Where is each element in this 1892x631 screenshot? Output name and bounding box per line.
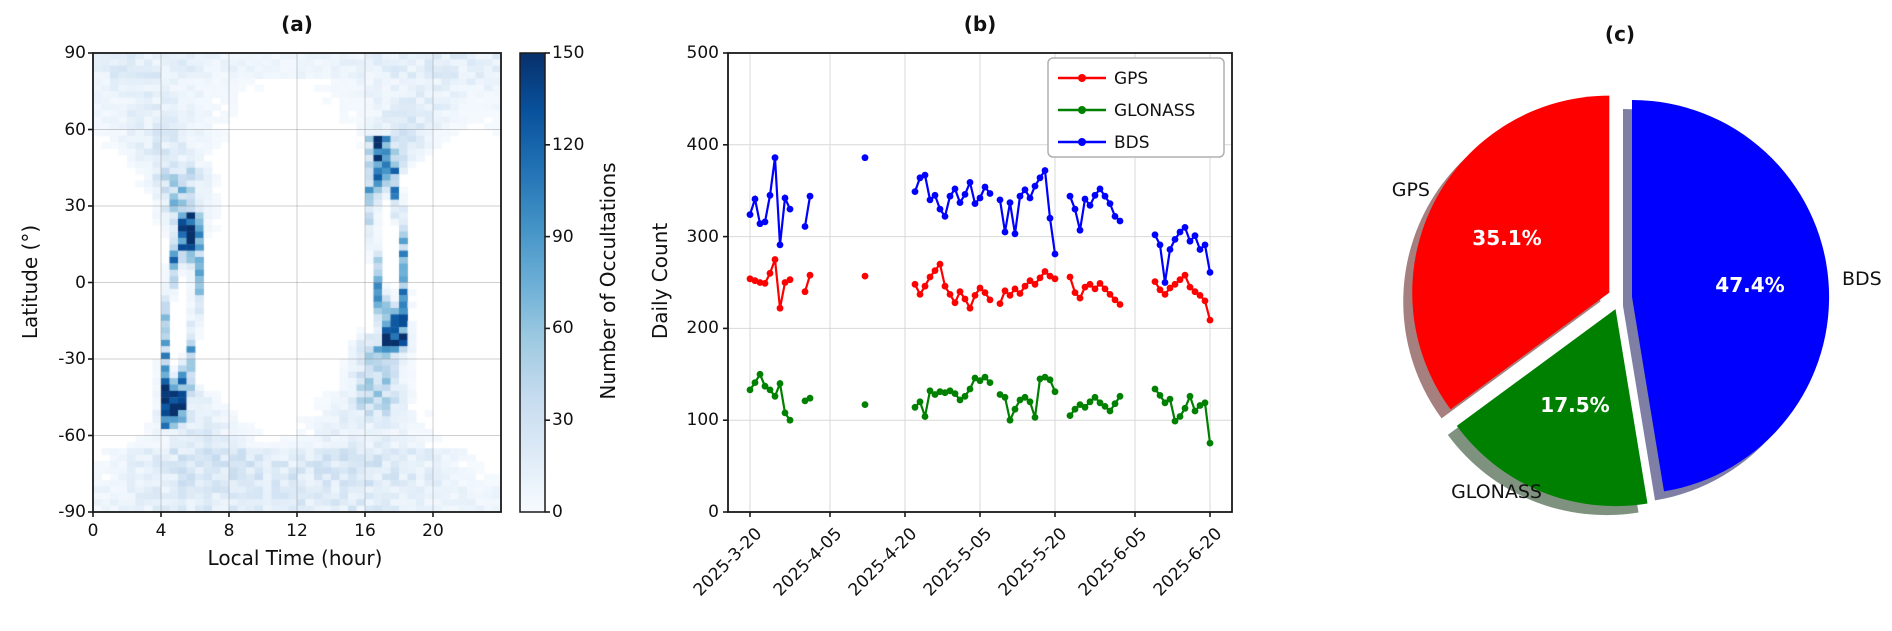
pie-slice-glonass [1456, 309, 1648, 507]
panel-c-title: (c) [1604, 22, 1636, 46]
panel-a-ytick: -30 [58, 349, 86, 369]
legend-item-glonass: GLONASS [1058, 101, 1195, 121]
panel-b-ticks [723, 52, 1211, 517]
panel-b-ytick: 300 [686, 226, 719, 247]
legend-item-gps: GPS [1058, 69, 1148, 89]
colorbar [519, 52, 546, 513]
colorbar-tick: 150 [552, 43, 585, 63]
panel-b-ytick: 400 [686, 134, 719, 155]
legend: GPS GLONASS BDS [1047, 57, 1225, 158]
panel-a-ytick: 60 [64, 119, 86, 140]
colorbar-label: Number of Occultations [596, 162, 620, 400]
panel-a-xtick: 12 [286, 521, 308, 541]
colorbar-tick: 120 [552, 134, 585, 155]
series-bds [746, 154, 1214, 286]
colorbar-tick: 60 [552, 318, 574, 339]
colorbar-tick: 30 [552, 410, 574, 431]
series-gps [746, 256, 1214, 324]
panel-a-xtick: 8 [223, 521, 235, 541]
panel-a-grid [93, 53, 501, 512]
pie-label-glonass: GLONASS [1451, 481, 1542, 503]
svg-text:GPS: GPS [1114, 69, 1148, 89]
panel-b-ytick: 200 [686, 318, 719, 339]
pie-label-bds: BDS [1842, 268, 1882, 290]
panel-a-xtick: 16 [354, 521, 376, 541]
panel-a-xtick: 0 [87, 521, 99, 541]
pie-pct-glonass: 17.5% [1540, 393, 1610, 417]
panel-a-ticks [88, 52, 434, 517]
svg-text:BDS: BDS [1114, 133, 1150, 153]
series-glonass [746, 370, 1214, 447]
pie-label-gps: GPS [1391, 179, 1430, 201]
legend-item-bds: BDS [1058, 133, 1150, 153]
panel-a-ytick: -60 [58, 425, 86, 446]
panel-a-xtick: 4 [155, 521, 167, 541]
panel-a-ytick: 30 [64, 196, 86, 216]
pie-chart [1403, 95, 1830, 516]
pie-pct-bds: 47.4% [1715, 273, 1785, 297]
panel-b-ylabel: Daily Count [648, 222, 672, 340]
panel-a-ytick: 90 [64, 43, 86, 63]
panel-a-ylabel: Latitude (°) [18, 224, 42, 340]
panel-a-ytick: 0 [75, 272, 86, 293]
panel-b-ytick: 0 [708, 502, 719, 522]
panel-a-ytick: -90 [58, 502, 86, 522]
panel-a-title: (a) [281, 12, 313, 36]
panel-b-ytick: 500 [686, 43, 719, 63]
panel-a-xlabel: Local Time (hour) [207, 546, 383, 570]
svg-text:GLONASS: GLONASS [1114, 101, 1195, 121]
colorbar-ticks [545, 52, 550, 513]
colorbar-tick: 90 [552, 226, 574, 247]
heatmap-panel [93, 53, 501, 512]
panel-b-ytick: 100 [686, 410, 719, 431]
colorbar-tick: 0 [552, 502, 563, 522]
pie-slice-gps [1412, 95, 1610, 410]
panel-b-title: (b) [963, 12, 997, 36]
pie-pct-gps: 35.1% [1472, 226, 1542, 250]
pie-slice-bds [1632, 99, 1830, 492]
panel-a-xtick: 20 [422, 521, 444, 541]
